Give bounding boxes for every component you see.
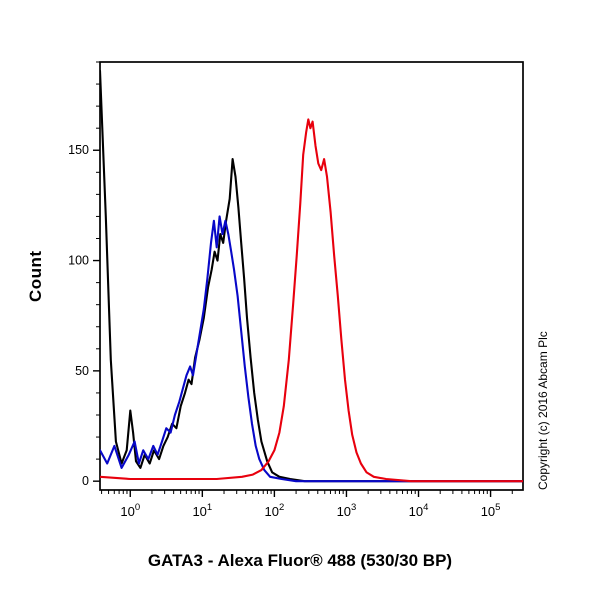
black-curve [100, 69, 523, 483]
x-axis-major-ticks: 100 101 102 103 104 105 [120, 490, 500, 519]
y-tick-label: 50 [75, 364, 89, 378]
x-tick-label: 105 [481, 502, 501, 519]
x-tick-label: 104 [409, 502, 429, 519]
x-tick-label: 102 [265, 502, 285, 519]
plot-frame [99, 61, 524, 491]
y-axis-minor-ticks [96, 61, 100, 460]
y-axis-major-ticks: 0 50 100 150 [68, 143, 100, 488]
histogram-curves [100, 69, 523, 483]
y-tick-label: 100 [68, 254, 89, 268]
x-tick-label: 103 [337, 502, 357, 519]
y-tick-label: 150 [68, 143, 89, 157]
blue-curve [100, 215, 523, 483]
y-tick-label: 0 [82, 474, 89, 488]
x-tick-label: 101 [192, 502, 212, 519]
copyright-text: Copyright (c) 2016 Abcam Plc [536, 331, 550, 490]
x-axis-minor-ticks [101, 490, 513, 494]
x-tick-label: 100 [120, 502, 140, 519]
red-curve [100, 118, 523, 483]
figure-title: GATA3 - Alexa Fluor® 488 (530/30 BP) [147, 551, 453, 570]
